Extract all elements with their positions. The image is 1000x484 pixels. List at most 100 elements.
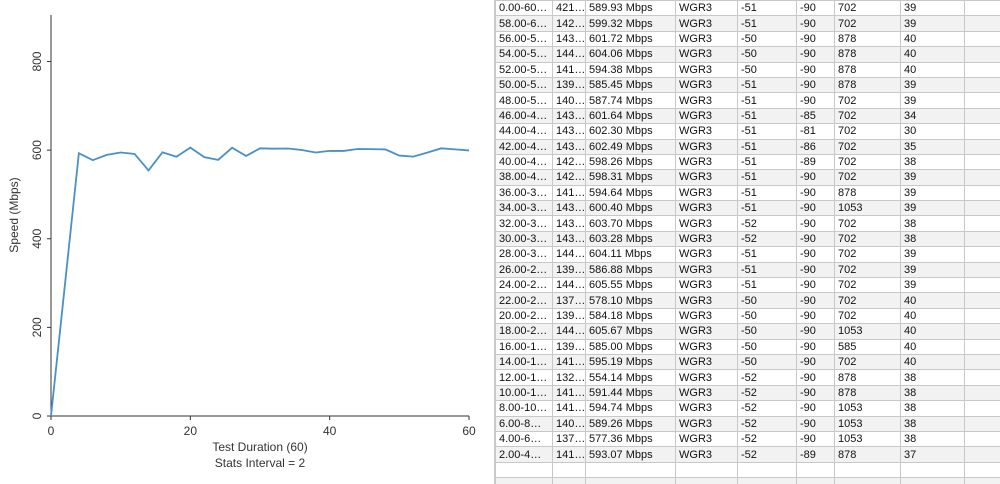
table-cell: 702	[834, 246, 901, 263]
table-cell: 39	[900, 246, 965, 263]
table-cell: 6.00-8…	[495, 415, 553, 432]
table-cell: WGR3	[675, 446, 738, 463]
table-cell: -50	[737, 353, 797, 371]
table-cell: 702	[834, 307, 901, 325]
table-cell: WGR3	[675, 307, 738, 325]
table-cell: WGR3	[675, 184, 738, 202]
table-cell: -81	[796, 123, 835, 140]
table-cell: 143…	[552, 200, 586, 217]
empty-cell	[796, 461, 835, 479]
empty-cell	[737, 477, 797, 484]
empty-cell	[834, 477, 901, 484]
table-cell: 143…	[552, 230, 586, 248]
y-tick-label: 600	[30, 140, 44, 160]
table-cell: WGR3	[675, 138, 738, 155]
table-cell: 878	[834, 369, 901, 386]
table-cell: -90	[796, 323, 835, 340]
table-row: 28.00-3… 144… 604.11 Mbps WGR3 -51 -90 702 39	[495, 246, 1000, 263]
table-cell: 40	[900, 353, 965, 371]
table-cell: 141…	[552, 400, 586, 417]
table-row: 24.00-2… 144… 605.55 Mbps WGR3 -51 -90 702 39	[495, 277, 1000, 294]
table-cell: -51	[737, 15, 797, 32]
table-cell: 38	[900, 153, 965, 171]
table-cell: 4.00-6…	[495, 430, 553, 448]
table-row: 36.00-3… 141… 594.64 Mbps WGR3 -51 -90 878 39	[495, 184, 1000, 202]
table-cell: 56.00-5…	[495, 30, 553, 48]
table-cell: 702	[834, 169, 901, 186]
empty-cell	[964, 0, 1000, 17]
table-cell: 35	[900, 138, 965, 155]
table-cell: 143…	[552, 215, 586, 232]
table-cell: 144…	[552, 323, 586, 340]
table-cell: 10.00-1…	[495, 384, 553, 402]
table-cell: 702	[834, 0, 901, 17]
empty-cell	[964, 477, 1000, 484]
x-tick-label: 60	[462, 424, 476, 438]
table-cell: -52	[737, 446, 797, 463]
table-cell: WGR3	[675, 292, 738, 309]
table-cell: -52	[737, 400, 797, 417]
table-cell: -90	[796, 230, 835, 248]
y-tick-label: 200	[30, 317, 44, 337]
table-cell: -52	[737, 430, 797, 448]
table-row: 46.00-4… 143… 601.64 Mbps WGR3 -51 -85 702 34	[495, 107, 1000, 125]
table-row: 48.00-5… 140… 587.74 Mbps WGR3 -51 -90 702 39	[495, 92, 1000, 109]
empty-cell	[964, 200, 1000, 217]
table-cell: -51	[737, 0, 797, 17]
x-axis-label: Test Duration (60)	[212, 440, 307, 454]
empty-cell	[964, 230, 1000, 248]
table-cell: WGR3	[675, 369, 738, 386]
table-cell: 39	[900, 277, 965, 294]
table-cell: 40	[900, 292, 965, 309]
table-cell: 604.06 Mbps	[585, 46, 676, 63]
table-cell: 702	[834, 277, 901, 294]
table-cell: -90	[796, 215, 835, 232]
table-cell: -90	[796, 184, 835, 202]
table-row: 12.00-1… 132… 554.14 Mbps WGR3 -52 -90 878 38	[495, 369, 1000, 386]
table-cell: 702	[834, 261, 901, 279]
table-cell: -51	[737, 184, 797, 202]
empty-cell	[737, 461, 797, 479]
table-cell: 14.00-1…	[495, 353, 553, 371]
table-cell: 22.00-2…	[495, 292, 553, 309]
table-cell: 589.93 Mbps	[585, 0, 676, 17]
empty-cell	[964, 292, 1000, 309]
table-cell: 28.00-3…	[495, 246, 553, 263]
table-row: 38.00-4… 142… 598.31 Mbps WGR3 -51 -90 702 39	[495, 169, 1000, 186]
table-row: 54.00-5… 144… 604.06 Mbps WGR3 -50 -90 878 40	[495, 46, 1000, 63]
table-row: 6.00-8… 140… 589.26 Mbps WGR3 -52 -90 1053 38	[495, 415, 1000, 432]
table-cell: 39	[900, 184, 965, 202]
table-cell: 594.64 Mbps	[585, 184, 676, 202]
table-cell: WGR3	[675, 230, 738, 248]
y-tick-label: 400	[30, 228, 44, 248]
table-cell: 52.00-5…	[495, 61, 553, 78]
table-cell: 598.26 Mbps	[585, 153, 676, 171]
table-cell: 132…	[552, 369, 586, 386]
table-cell: WGR3	[675, 384, 738, 402]
table-cell: -51	[737, 261, 797, 279]
table-cell: 602.30 Mbps	[585, 123, 676, 140]
table-cell: 878	[834, 446, 901, 463]
table-cell: 702	[834, 292, 901, 309]
table-cell: 599.32 Mbps	[585, 15, 676, 32]
x-tick-label: 20	[184, 424, 198, 438]
table-cell: -90	[796, 369, 835, 386]
table-row: 0.00-60… 421… 589.93 Mbps WGR3 -51 -90 702 39	[495, 0, 1000, 17]
table-cell: 139…	[552, 261, 586, 279]
table-cell: 605.67 Mbps	[585, 323, 676, 340]
table-cell: 58.00-6…	[495, 15, 553, 32]
empty-cell	[675, 477, 738, 484]
table-cell: 39	[900, 15, 965, 32]
table-cell: 585.00 Mbps	[585, 338, 676, 355]
table-cell: -52	[737, 369, 797, 386]
table-cell: -51	[737, 92, 797, 109]
table-cell: 20.00-2…	[495, 307, 553, 325]
empty-cell	[964, 30, 1000, 48]
table-row: 40.00-4… 142… 598.26 Mbps WGR3 -51 -89 702 38	[495, 153, 1000, 171]
y-axis-label: Speed (Mbps)	[7, 177, 21, 252]
table-cell: -90	[796, 384, 835, 402]
table-cell: -86	[796, 138, 835, 155]
empty-cell	[964, 138, 1000, 155]
table-cell: 702	[834, 92, 901, 109]
table-cell: 144…	[552, 246, 586, 263]
